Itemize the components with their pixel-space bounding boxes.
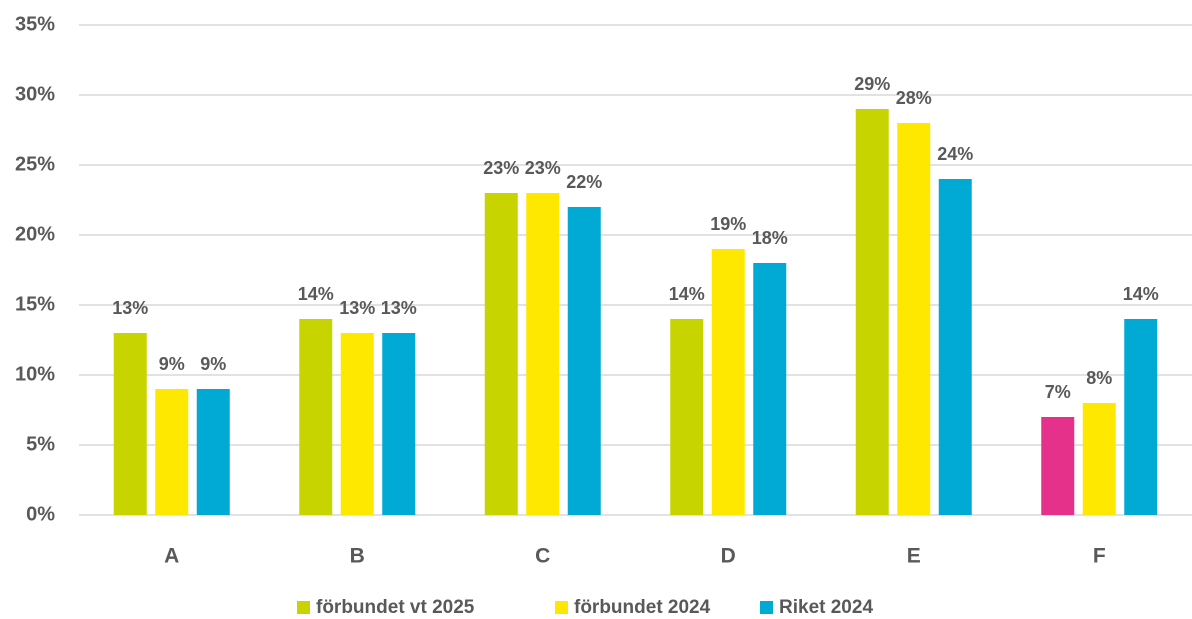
y-tick-label: 20% [15, 223, 55, 245]
bar [484, 193, 518, 515]
legend-label: förbundet 2024 [574, 597, 711, 618]
bar [340, 333, 374, 515]
bar [938, 179, 972, 515]
y-tick-label: 5% [26, 433, 55, 455]
data-label: 13% [381, 298, 417, 318]
data-label: 23% [525, 158, 561, 178]
data-label: 9% [159, 354, 185, 374]
bar [897, 123, 931, 515]
y-tick-label: 30% [15, 83, 55, 105]
bar [670, 319, 704, 515]
bar [1124, 319, 1158, 515]
data-label: 8% [1086, 368, 1112, 388]
data-label: 23% [483, 158, 519, 178]
bar [113, 333, 147, 515]
data-label: 29% [854, 74, 890, 94]
data-label: 13% [339, 298, 375, 318]
bar [753, 263, 787, 515]
data-label: 28% [896, 88, 932, 108]
y-tick-label: 35% [15, 13, 55, 35]
bar [382, 333, 416, 515]
bar [855, 109, 889, 515]
x-tick-label: F [1093, 545, 1106, 568]
bar [1041, 417, 1075, 515]
data-label: 7% [1045, 382, 1071, 402]
bar [567, 207, 601, 515]
y-tick-label: 10% [15, 363, 55, 385]
y-tick-label: 25% [15, 153, 55, 175]
bar [299, 319, 333, 515]
y-tick-label: 0% [26, 503, 55, 525]
x-tick-label: E [907, 545, 921, 568]
data-label: 18% [752, 228, 788, 248]
x-tick-label: D [721, 545, 736, 568]
data-label: 19% [710, 214, 746, 234]
bar [1082, 403, 1116, 515]
legend-label: förbundet vt 2025 [316, 597, 475, 618]
legend-label: Riket 2024 [779, 597, 873, 618]
data-label: 14% [298, 284, 334, 304]
data-label: 14% [669, 284, 705, 304]
bar [711, 249, 745, 515]
data-label: 14% [1123, 284, 1159, 304]
bar [196, 389, 230, 515]
legend-swatch [555, 601, 568, 614]
bar [526, 193, 560, 515]
legend-swatch [297, 601, 310, 614]
data-label: 9% [200, 354, 226, 374]
legend-swatch [760, 601, 773, 614]
data-label: 24% [937, 144, 973, 164]
bar [155, 389, 189, 515]
x-tick-label: A [164, 545, 179, 568]
x-tick-label: C [535, 545, 550, 568]
data-label: 22% [566, 172, 602, 192]
data-label: 13% [112, 298, 148, 318]
y-tick-label: 15% [15, 293, 55, 315]
x-tick-label: B [350, 545, 365, 568]
